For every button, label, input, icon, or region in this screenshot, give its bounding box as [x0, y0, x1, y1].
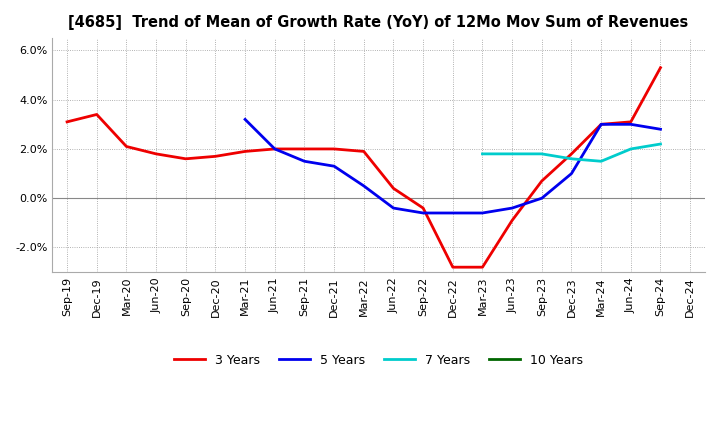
3 Years — [478, 264, 487, 270]
3 Years — [626, 119, 635, 125]
7 Years — [656, 141, 665, 147]
3 Years — [271, 147, 279, 152]
Title: [4685]  Trend of Mean of Growth Rate (YoY) of 12Mo Mov Sum of Revenues: [4685] Trend of Mean of Growth Rate (YoY… — [68, 15, 689, 30]
5 Years — [508, 205, 516, 211]
Line: 3 Years: 3 Years — [67, 68, 660, 267]
3 Years — [330, 147, 338, 152]
3 Years — [597, 122, 606, 127]
3 Years — [211, 154, 220, 159]
3 Years — [389, 186, 397, 191]
5 Years — [626, 122, 635, 127]
3 Years — [240, 149, 249, 154]
3 Years — [300, 147, 309, 152]
5 Years — [567, 171, 576, 176]
3 Years — [122, 144, 131, 149]
Legend: 3 Years, 5 Years, 7 Years, 10 Years: 3 Years, 5 Years, 7 Years, 10 Years — [169, 348, 588, 371]
7 Years — [567, 156, 576, 161]
3 Years — [419, 205, 428, 211]
3 Years — [63, 119, 71, 125]
7 Years — [538, 151, 546, 157]
7 Years — [478, 151, 487, 157]
5 Years — [419, 210, 428, 216]
5 Years — [538, 195, 546, 201]
7 Years — [597, 159, 606, 164]
3 Years — [92, 112, 101, 117]
5 Years — [656, 127, 665, 132]
Line: 5 Years: 5 Years — [245, 119, 660, 213]
5 Years — [300, 159, 309, 164]
3 Years — [538, 178, 546, 183]
Line: 7 Years: 7 Years — [482, 144, 660, 161]
3 Years — [152, 151, 161, 157]
5 Years — [449, 210, 457, 216]
7 Years — [626, 147, 635, 152]
5 Years — [478, 210, 487, 216]
3 Years — [181, 156, 190, 161]
3 Years — [567, 151, 576, 157]
3 Years — [359, 149, 368, 154]
5 Years — [271, 147, 279, 152]
5 Years — [359, 183, 368, 188]
7 Years — [508, 151, 516, 157]
3 Years — [656, 65, 665, 70]
3 Years — [508, 218, 516, 223]
5 Years — [240, 117, 249, 122]
5 Years — [389, 205, 397, 211]
5 Years — [330, 164, 338, 169]
5 Years — [597, 122, 606, 127]
3 Years — [449, 264, 457, 270]
